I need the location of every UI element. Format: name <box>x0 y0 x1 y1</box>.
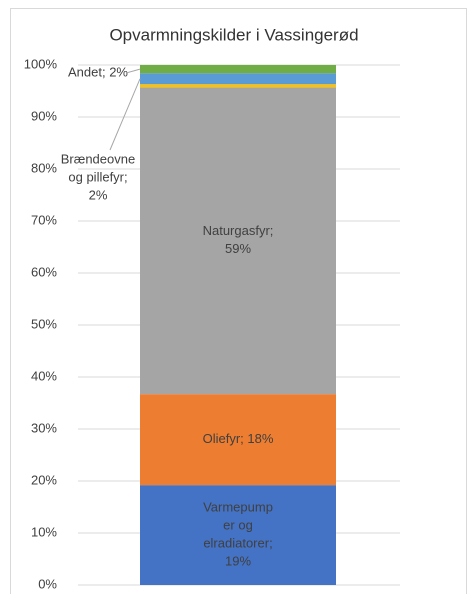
data-label: Andet; 2% <box>68 64 128 79</box>
data-label: er og <box>223 518 253 533</box>
y-tick-label: 20% <box>31 472 57 487</box>
leader-line <box>125 68 141 74</box>
bar-segment <box>140 394 336 486</box>
chart-title: Opvarmningskilder i Vassingerød <box>109 25 358 44</box>
data-label: 59% <box>225 241 251 256</box>
data-label: 2% <box>89 187 108 202</box>
y-tick-label: 100% <box>24 56 58 71</box>
bar-segment <box>140 65 336 74</box>
y-tick-label: 80% <box>31 160 57 175</box>
y-tick-label: 40% <box>31 368 57 383</box>
bar-segment <box>140 73 336 85</box>
data-label: og pillefyr; <box>68 169 127 184</box>
y-tick-label: 90% <box>31 108 57 123</box>
data-label: Brændeovne <box>61 151 135 166</box>
bar-segment <box>140 87 336 395</box>
leader-line <box>109 78 141 151</box>
y-tick-label: 30% <box>31 420 57 435</box>
bar-segment <box>140 84 336 88</box>
data-label: 19% <box>225 554 251 569</box>
y-tick-label: 10% <box>31 524 57 539</box>
bar-segment <box>140 485 336 585</box>
y-tick-label: 60% <box>31 264 57 279</box>
data-label: Varmepump <box>203 500 273 515</box>
y-tick-label: 50% <box>31 316 57 331</box>
data-label: elradiatorer; <box>203 536 272 551</box>
y-tick-label: 70% <box>31 212 57 227</box>
data-label: Naturgasfyr; <box>203 223 274 238</box>
y-tick-label: 0% <box>38 576 57 591</box>
data-label: Oliefyr; 18% <box>203 431 274 446</box>
